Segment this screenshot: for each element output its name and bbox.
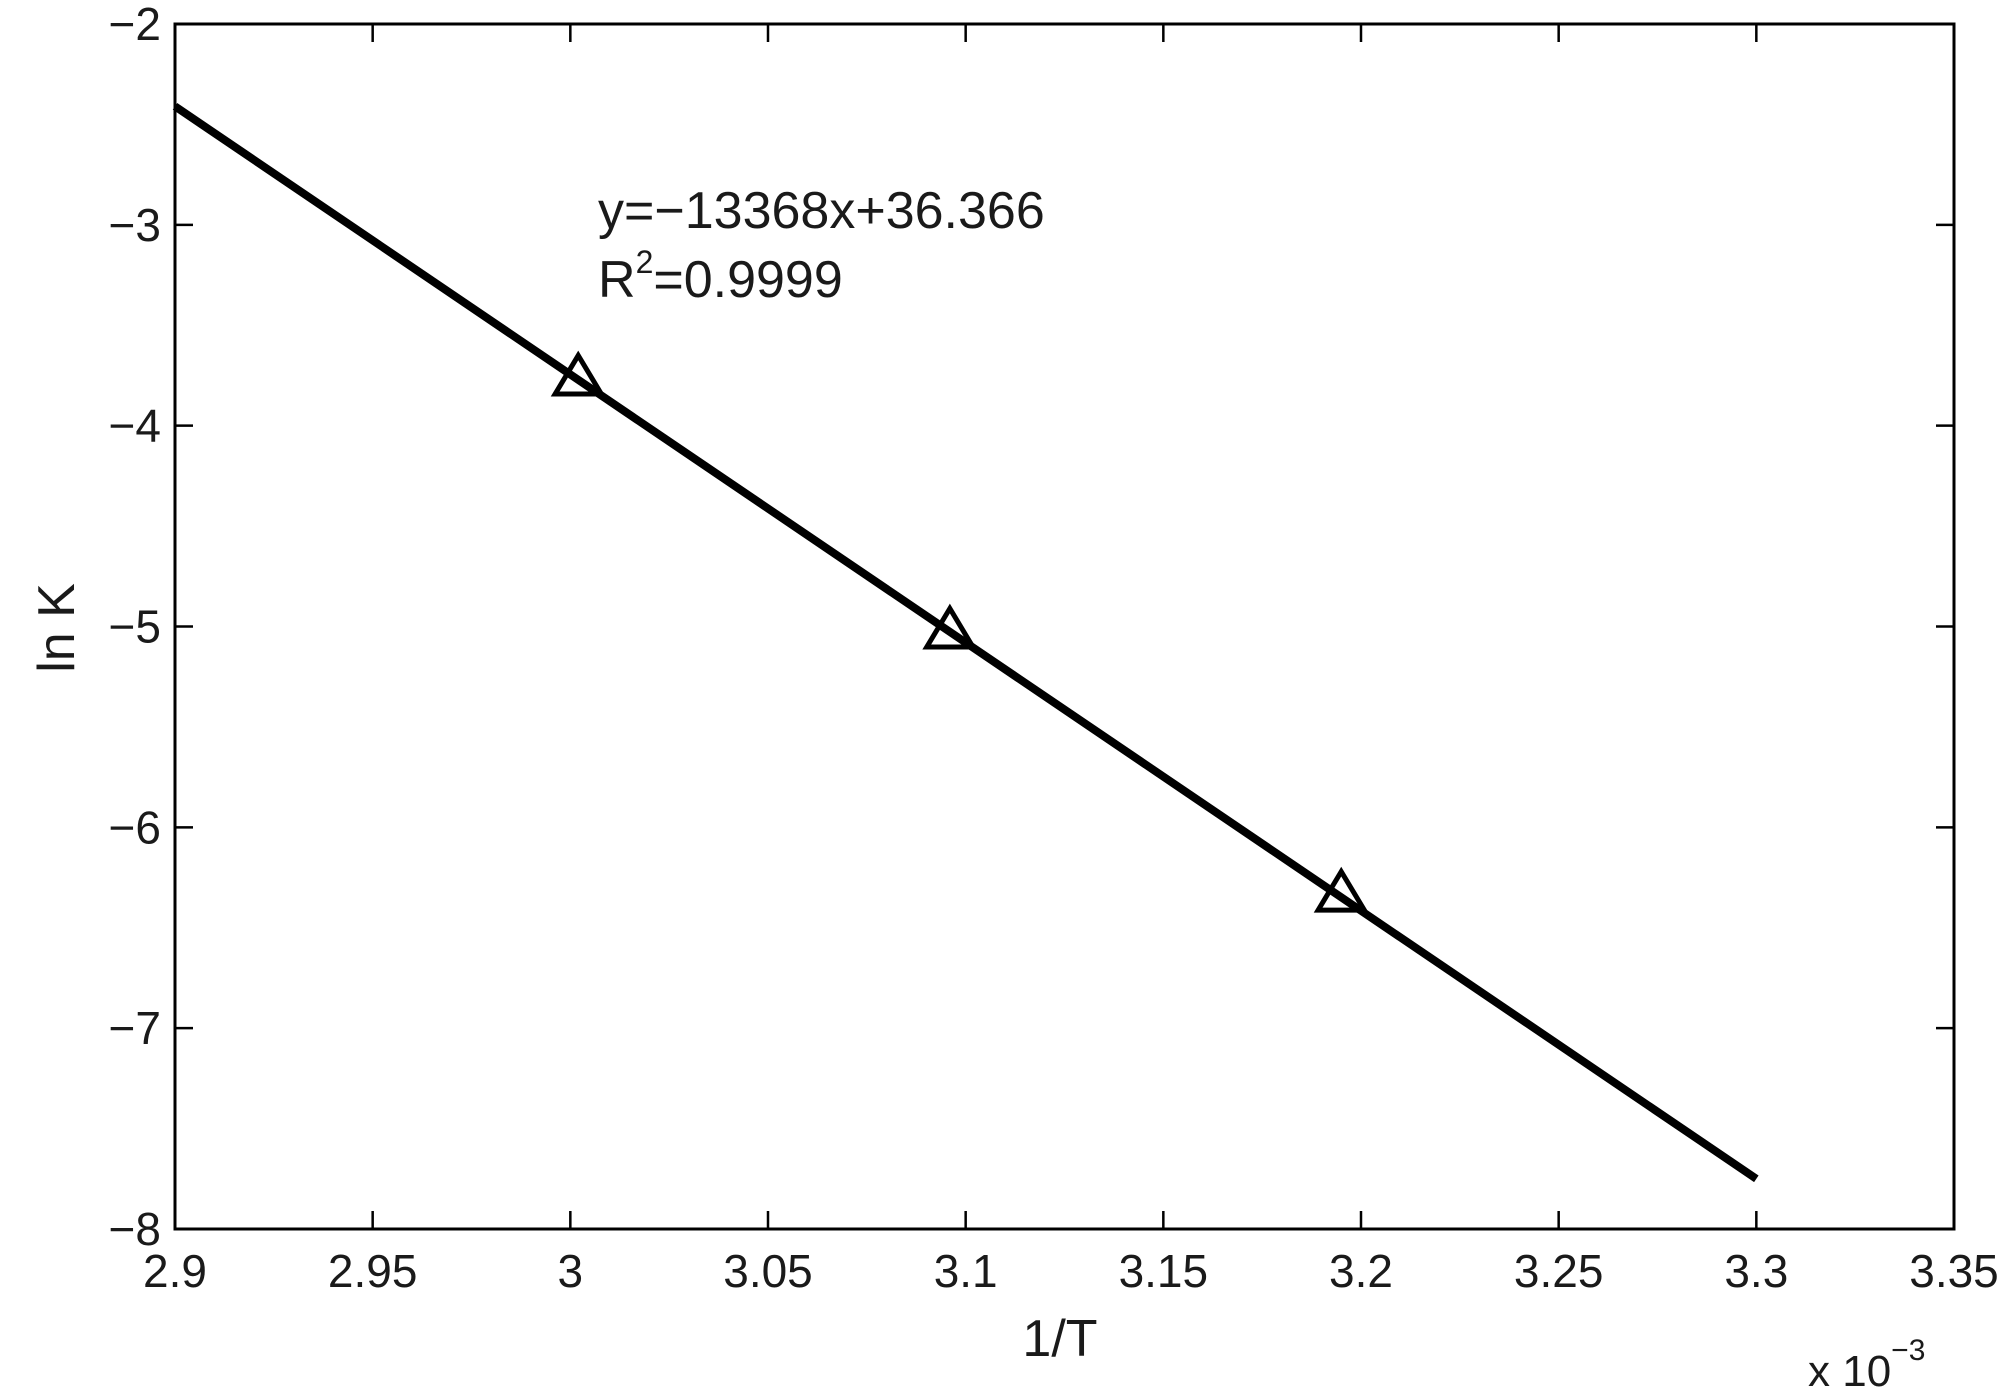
- x-tick-label: 3.35: [1909, 1245, 1999, 1297]
- data-series: [172, 103, 1759, 1183]
- plot-area: [173, 22, 1956, 1231]
- x-axis-multiplier: x 10−3: [1808, 1334, 1925, 1396]
- x-tick-label: 3.3: [1724, 1245, 1788, 1297]
- y-axis-label: ln K: [28, 583, 86, 673]
- x-tick-label: 3: [558, 1245, 584, 1297]
- x-tick-label: 3.25: [1514, 1245, 1604, 1297]
- x-tick-label: 3.1: [934, 1245, 998, 1297]
- y-tick-label: −7: [109, 1002, 161, 1054]
- r-squared-exponent: 2: [636, 244, 654, 280]
- x-tick-label: 2.9: [143, 1245, 207, 1297]
- y-tick-label: −2: [109, 0, 161, 50]
- axis-ticks: [173, 22, 1956, 1231]
- triangle-marker: [922, 603, 978, 650]
- x-tick-label: 2.95: [328, 1245, 418, 1297]
- x-tick-label: 3.2: [1329, 1245, 1393, 1297]
- triangle-marker: [1313, 866, 1369, 913]
- r-squared-base: R: [598, 251, 636, 309]
- r-squared: R2=0.9999: [598, 244, 843, 309]
- x-axis-label: 1/T: [1022, 1310, 1097, 1368]
- y-tick-labels: −2 −3 −4 −5 −6 −7 −8: [109, 0, 161, 1255]
- y-tick-label: −3: [109, 199, 161, 251]
- y-tick-label: −4: [109, 400, 161, 452]
- fit-equation: y=−13368x+36.366: [598, 182, 1045, 240]
- fit-line: [172, 103, 1759, 1183]
- x-axis-multiplier-base: x 10: [1808, 1347, 1891, 1396]
- x-axis-multiplier-exponent: −3: [1891, 1334, 1925, 1367]
- x-tick-labels: 2.9 2.95 3 3.05 3.1 3.15 3.2 3.25 3.3 3.35: [143, 1245, 1999, 1297]
- triangle-marker: [550, 350, 606, 397]
- r-squared-value: =0.9999: [653, 251, 842, 309]
- x-tick-label: 3.15: [1119, 1245, 1209, 1297]
- y-tick-label: −6: [109, 801, 161, 853]
- y-tick-label: −5: [109, 601, 161, 653]
- y-tick-label: −8: [109, 1203, 161, 1255]
- x-tick-label: 3.05: [723, 1245, 813, 1297]
